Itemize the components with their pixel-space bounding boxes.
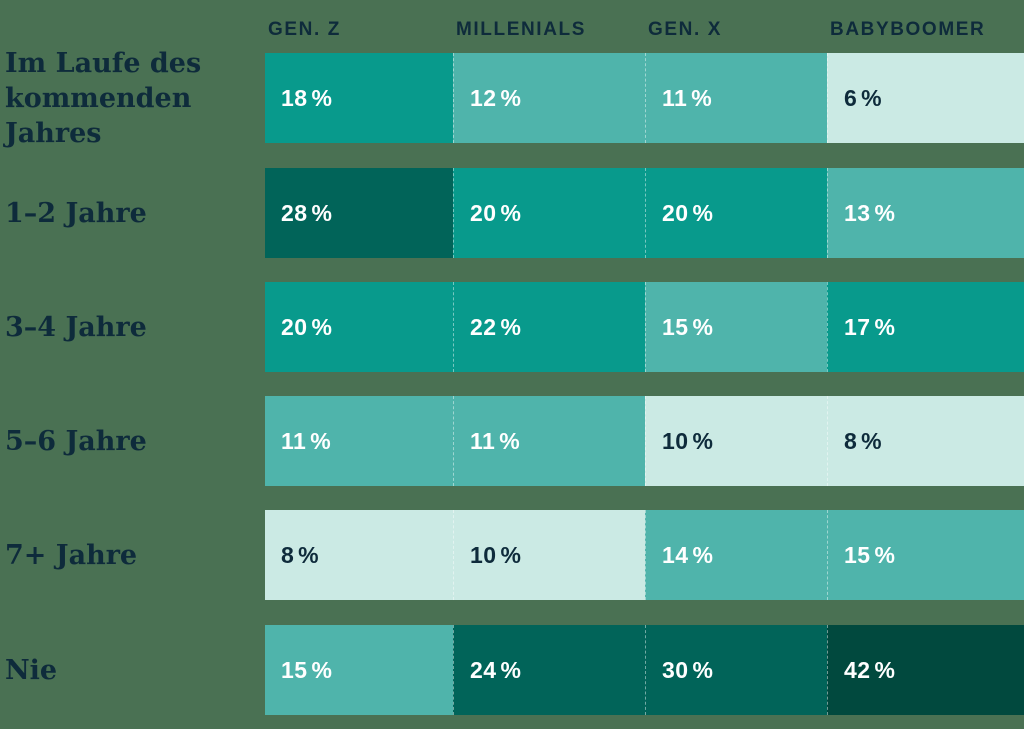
heatmap-cell: 12 % (453, 53, 645, 143)
column-header-gen-z: GEN. Z (268, 19, 341, 40)
heatmap-cell: 14 % (645, 510, 827, 600)
heatmap-cell: 20 % (645, 168, 827, 258)
column-header-gen-x: GEN. X (648, 19, 723, 40)
row-cells: 15 % 24 % 30 % 42 % (265, 625, 1024, 715)
row-cells: 18 % 12 % 11 % 6 % (265, 53, 1024, 143)
row-label: Nie (5, 654, 58, 686)
heatmap-cell: 42 % (827, 625, 1024, 715)
heatmap-cell: 20 % (453, 168, 645, 258)
cell-value: 24 % (470, 656, 522, 683)
column-header-babyboomer: BABYBOOMER (830, 19, 986, 40)
row-label: 5–6 Jahre (5, 425, 147, 457)
heatmap-cell: 15 % (645, 282, 827, 372)
heatmap-cell: 15 % (265, 625, 453, 715)
heatmap-row-7plus-jahre: 7+ Jahre 8 % 10 % 14 % 15 % (0, 510, 1024, 600)
heatmap-cell: 10 % (645, 396, 827, 486)
cell-value: 8 % (844, 427, 883, 454)
heatmap-cell: 13 % (827, 168, 1024, 258)
cell-value: 8 % (281, 541, 320, 568)
heatmap-cell: 8 % (265, 510, 453, 600)
heatmap-cell: 11 % (265, 396, 453, 486)
row-cells: 20 % 22 % 15 % 17 % (265, 282, 1024, 372)
cell-value: 13 % (844, 199, 896, 226)
heatmap-row-kommendes-jahr: Im Laufe des kommenden Jahres 18 % 12 % … (0, 47, 1024, 149)
cell-value: 18 % (281, 84, 333, 111)
heatmap-row-nie: Nie 15 % 24 % 30 % 42 % (0, 625, 1024, 715)
heatmap-cell: 8 % (827, 396, 1024, 486)
heatmap-cell: 18 % (265, 53, 453, 143)
cell-value: 22 % (470, 313, 522, 340)
cell-value: 17 % (844, 313, 896, 340)
heatmap-cell: 30 % (645, 625, 827, 715)
cell-value: 11 % (281, 427, 332, 454)
cell-value: 15 % (844, 541, 896, 568)
column-headers: GEN. Z MILLENIALS GEN. X BABYBOOMER (265, 17, 1024, 43)
heatmap-cell: 28 % (265, 168, 453, 258)
cell-value: 20 % (662, 199, 714, 226)
cell-value: 14 % (662, 541, 714, 568)
cell-value: 20 % (281, 313, 333, 340)
cell-value: 30 % (662, 656, 714, 683)
cell-value: 11 % (470, 427, 521, 454)
heatmap-cell: 11 % (453, 396, 645, 486)
heatmap-cell: 15 % (827, 510, 1024, 600)
heatmap-cell: 6 % (827, 53, 1024, 143)
cell-value: 42 % (844, 656, 896, 683)
heatmap-cell: 22 % (453, 282, 645, 372)
row-cells: 28 % 20 % 20 % 13 % (265, 168, 1024, 258)
row-label: 3–4 Jahre (5, 311, 147, 343)
row-cells: 8 % 10 % 14 % 15 % (265, 510, 1024, 600)
cell-value: 10 % (470, 541, 522, 568)
heatmap-cell: 17 % (827, 282, 1024, 372)
cell-value: 6 % (844, 84, 883, 111)
heatmap-cell: 10 % (453, 510, 645, 600)
heatmap-row-5-6-jahre: 5–6 Jahre 11 % 11 % 10 % 8 % (0, 396, 1024, 486)
row-label: 7+ Jahre (5, 539, 138, 571)
cell-value: 20 % (470, 199, 522, 226)
heatmap-row-1-2-jahre: 1–2 Jahre 28 % 20 % 20 % 13 % (0, 168, 1024, 258)
cell-value: 10 % (662, 427, 714, 454)
heatmap-cell: 11 % (645, 53, 827, 143)
heatmap-cell: 24 % (453, 625, 645, 715)
row-label: Im Laufe des kommenden Jahres (5, 47, 202, 149)
row-label: 1–2 Jahre (5, 197, 147, 229)
cell-value: 15 % (281, 656, 333, 683)
cell-value: 12 % (470, 84, 522, 111)
cell-value: 28 % (281, 199, 333, 226)
heatmap-row-3-4-jahre: 3–4 Jahre 20 % 22 % 15 % 17 % (0, 282, 1024, 372)
row-cells: 11 % 11 % 10 % 8 % (265, 396, 1024, 486)
cell-value: 11 % (662, 84, 713, 111)
column-header-millenials: MILLENIALS (456, 19, 586, 40)
heatmap-cell: 20 % (265, 282, 453, 372)
cell-value: 15 % (662, 313, 714, 340)
